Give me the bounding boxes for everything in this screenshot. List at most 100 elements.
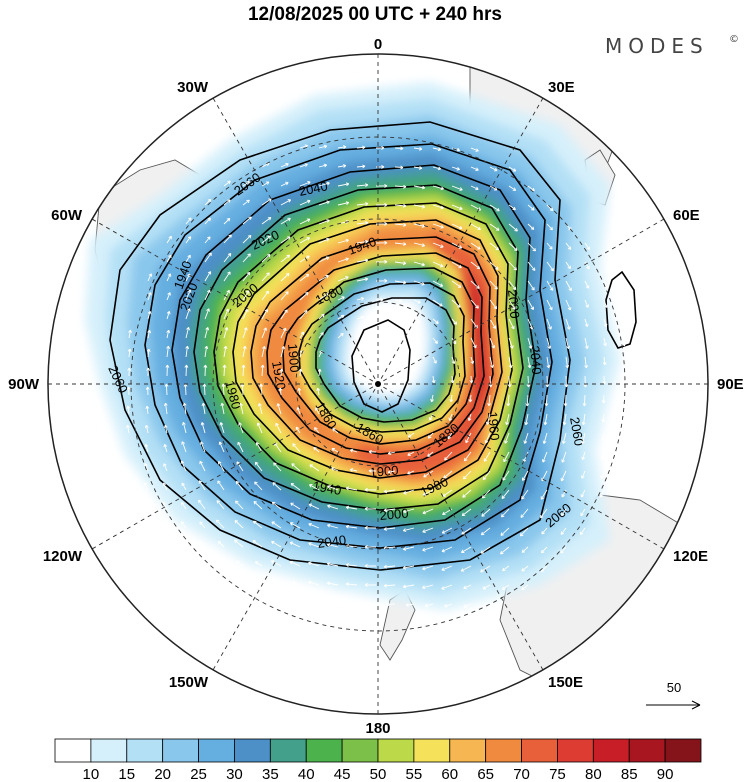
wind-vector: [299, 218, 311, 225]
wind-vector-head: [345, 238, 349, 243]
wind-vector-head: [402, 565, 407, 570]
wind-vector-head: [225, 308, 230, 312]
wind-vector-head: [262, 345, 266, 350]
wind-vector-head: [460, 568, 465, 572]
wind-vector: [261, 272, 270, 282]
wind-vector-head: [308, 542, 312, 546]
wind-vector-head: [383, 508, 388, 513]
wind-vector-head: [470, 360, 475, 365]
wind-vector: [394, 185, 407, 188]
wind-vector-head: [527, 364, 532, 369]
wind-vector-head: [477, 246, 481, 250]
wind-vector-head: [493, 187, 498, 191]
wind-vector: [277, 403, 282, 415]
wind-vector: [185, 236, 192, 244]
wind-vector-head: [383, 489, 388, 494]
wind-vector-head: [561, 493, 565, 498]
wind-vector: [603, 280, 608, 289]
wind-vector-head: [526, 384, 531, 388]
wind-vector: [545, 394, 548, 407]
wind-vector: [271, 541, 282, 548]
wind-vector: [508, 375, 511, 388]
contour-low: [351, 319, 411, 413]
wind-vector-head: [441, 530, 446, 534]
wind-vector-head: [403, 203, 407, 208]
wind-vector: [503, 451, 510, 463]
wind-vector: [470, 280, 480, 289]
wind-vector-head: [327, 523, 331, 528]
wind-vector-head: [309, 484, 313, 488]
wind-vector: [470, 261, 480, 270]
copyright-mark: ©: [729, 34, 739, 45]
wind-vector: [147, 330, 151, 339]
wind-vector: [331, 467, 339, 472]
wind-vector: [299, 145, 308, 149]
wind-vector-head: [279, 368, 284, 372]
colorbar-swatch: [198, 738, 235, 763]
wind-vector: [356, 184, 368, 187]
wind-vector-head: [241, 364, 246, 368]
wind-vector-head: [493, 305, 498, 310]
wind-vector-head: [459, 187, 463, 191]
wind-vector: [482, 489, 491, 499]
wind-vector-head: [384, 203, 388, 207]
wind-vector-head: [349, 468, 354, 472]
wind-vector: [185, 273, 191, 282]
wind-vector-head: [422, 547, 426, 552]
wind-vector: [204, 327, 209, 339]
wind-vector-head: [402, 584, 407, 589]
wind-vector: [273, 581, 282, 586]
wind-vector: [218, 461, 225, 472]
contour-label: 2040: [527, 345, 544, 375]
wind-vector-head: [267, 217, 272, 221]
wind-vector-head: [186, 308, 191, 312]
colorbar-swatch: [449, 738, 487, 763]
wind-vector: [603, 318, 607, 327]
wind-vector-head: [434, 340, 438, 344]
wind-vector-head: [430, 398, 434, 403]
wind-vector-head: [530, 226, 535, 230]
wind-vector: [331, 448, 339, 453]
colorbar-tick-label: 15: [118, 766, 135, 782]
colorbar-swatch: [126, 738, 164, 763]
wind-vector-head: [531, 207, 535, 211]
wind-vector: [299, 200, 311, 206]
wind-vector-head: [468, 399, 473, 403]
wind-vector-head: [255, 442, 260, 446]
wind-vector-head: [199, 540, 203, 545]
wind-vector: [489, 299, 497, 310]
wind-vector: [242, 327, 247, 339]
wind-vector-head: [464, 457, 468, 462]
wind-vector: [337, 333, 344, 339]
wind-vector: [388, 470, 396, 473]
wind-vector: [432, 356, 437, 364]
wind-vector: [235, 500, 244, 510]
wind-vector-head: [199, 521, 203, 525]
wind-vector-head: [126, 405, 131, 409]
wind-vector-head: [447, 435, 451, 440]
wind-vector: [582, 432, 586, 444]
wind-vector-head: [265, 290, 269, 295]
wind-vector-head: [532, 248, 536, 252]
wind-vector: [280, 217, 291, 225]
wind-vector-head: [510, 345, 514, 349]
wind-vector: [163, 463, 168, 472]
wind-vector: [166, 273, 171, 282]
wind-vector: [242, 308, 249, 320]
lon-label-120w: 120W: [43, 548, 83, 565]
wind-vector-head: [549, 287, 554, 291]
wind-vector: [582, 413, 586, 425]
wind-vector: [508, 204, 516, 211]
wind-vector: [427, 451, 434, 457]
wind-vector: [403, 565, 415, 569]
wind-vector: [337, 314, 345, 320]
wind-vector: [450, 394, 453, 402]
colorbar-swatch: [592, 738, 630, 763]
wind-vector: [257, 422, 263, 434]
wind-vector-head: [530, 306, 534, 310]
wind-vector: [563, 413, 567, 425]
wind-vector-head: [601, 419, 606, 423]
colorbar: 10 15 20 25 30 35 40 45 50 55 60 65 70 75 80 85 90: [54, 738, 702, 782]
wind-vector-head: [200, 422, 205, 426]
